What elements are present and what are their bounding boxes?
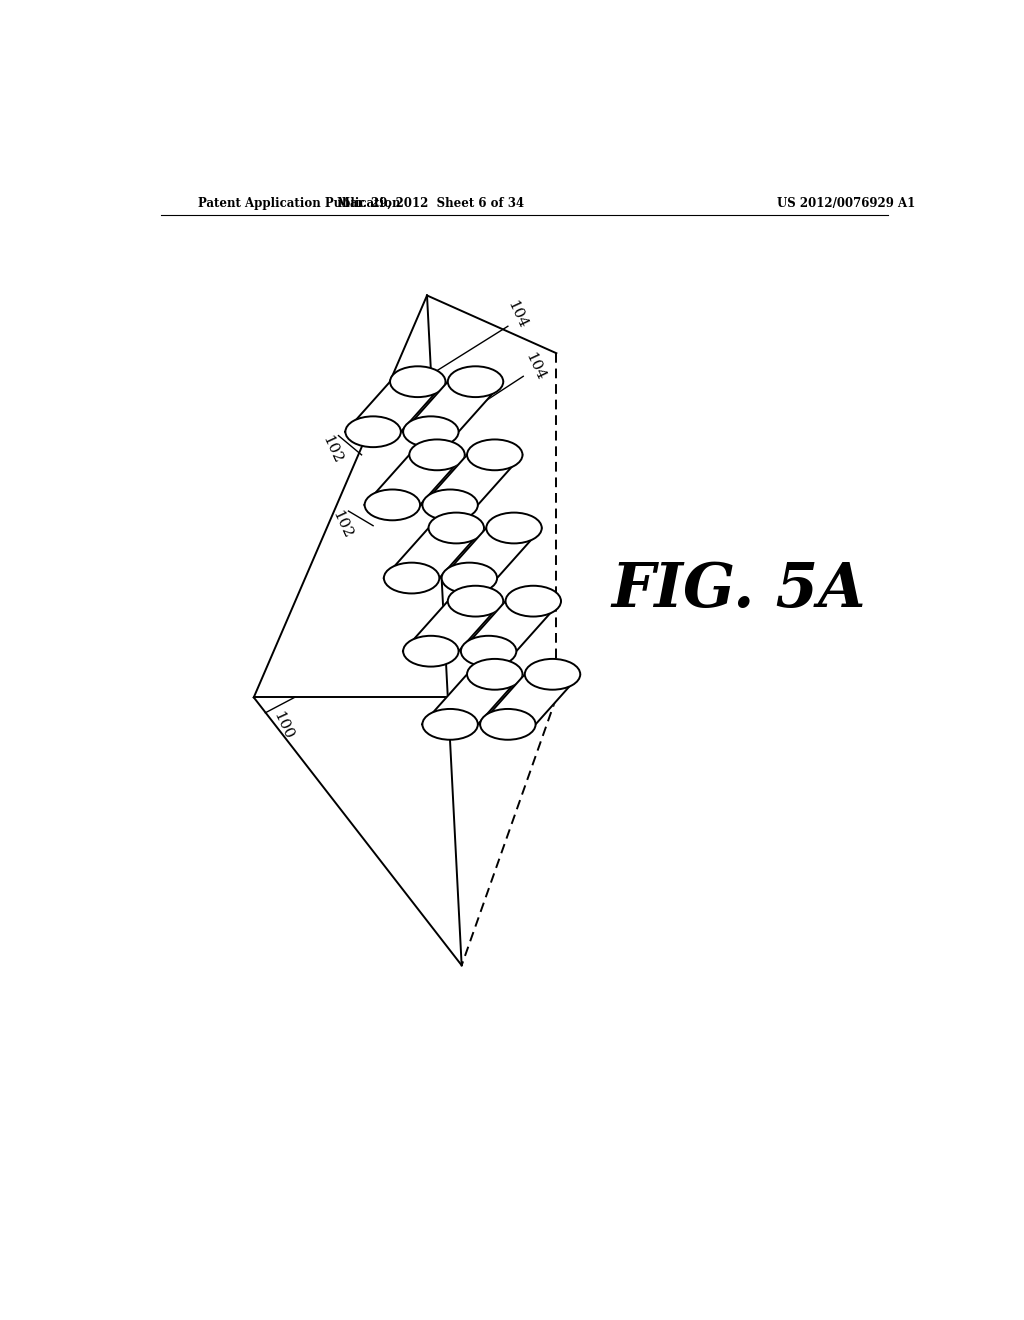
Ellipse shape: [447, 367, 503, 397]
Ellipse shape: [403, 416, 459, 447]
Text: 102: 102: [330, 508, 355, 540]
Ellipse shape: [524, 659, 581, 689]
Ellipse shape: [480, 709, 536, 739]
Ellipse shape: [345, 416, 400, 447]
Polygon shape: [422, 455, 522, 506]
Polygon shape: [461, 601, 561, 651]
Polygon shape: [384, 528, 484, 578]
Polygon shape: [441, 528, 542, 578]
Ellipse shape: [429, 512, 484, 544]
Ellipse shape: [422, 709, 478, 739]
Polygon shape: [403, 381, 503, 432]
Ellipse shape: [461, 636, 516, 667]
Ellipse shape: [506, 586, 561, 616]
Text: FIG. 5A: FIG. 5A: [611, 560, 866, 619]
Ellipse shape: [422, 490, 478, 520]
Polygon shape: [422, 675, 522, 725]
Ellipse shape: [403, 636, 459, 667]
Text: Mar. 29, 2012  Sheet 6 of 34: Mar. 29, 2012 Sheet 6 of 34: [337, 197, 524, 210]
Polygon shape: [403, 601, 503, 651]
Text: 104: 104: [505, 298, 529, 331]
Ellipse shape: [447, 586, 503, 616]
Ellipse shape: [467, 659, 522, 689]
Polygon shape: [365, 455, 465, 506]
Ellipse shape: [410, 440, 465, 470]
Ellipse shape: [384, 562, 439, 594]
Text: Patent Application Publication: Patent Application Publication: [199, 197, 400, 210]
Ellipse shape: [467, 440, 522, 470]
Text: US 2012/0076929 A1: US 2012/0076929 A1: [777, 197, 915, 210]
Text: 100: 100: [270, 709, 296, 742]
Polygon shape: [480, 675, 581, 725]
Ellipse shape: [365, 490, 420, 520]
Ellipse shape: [390, 367, 445, 397]
Text: 104: 104: [522, 350, 548, 383]
Text: 102: 102: [319, 433, 345, 466]
Polygon shape: [345, 381, 445, 432]
Ellipse shape: [441, 562, 497, 594]
Ellipse shape: [486, 512, 542, 544]
